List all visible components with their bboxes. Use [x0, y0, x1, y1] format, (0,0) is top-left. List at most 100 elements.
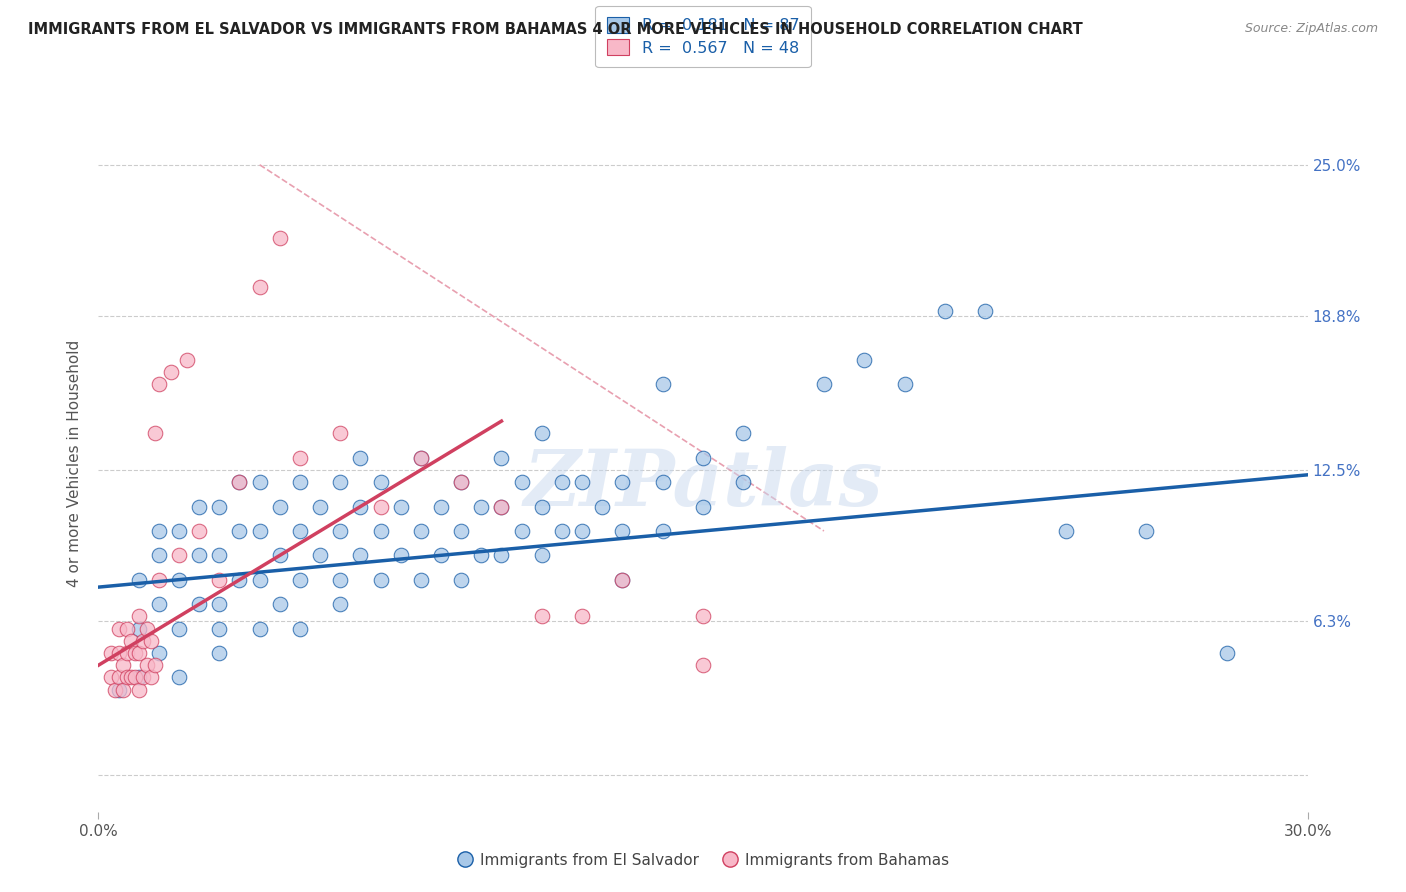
Point — [208, 573, 231, 587]
Point — [651, 475, 673, 490]
Point — [409, 524, 432, 538]
Point — [132, 633, 155, 648]
Point — [409, 573, 432, 587]
Point — [269, 500, 291, 514]
Point — [853, 353, 876, 368]
Point — [450, 475, 472, 490]
Point — [128, 622, 150, 636]
Point — [148, 646, 170, 660]
Point — [135, 622, 157, 636]
Point — [409, 450, 432, 465]
Point — [135, 658, 157, 673]
Point — [269, 597, 291, 611]
Point — [1135, 524, 1157, 538]
Point — [103, 682, 125, 697]
Point — [349, 549, 371, 563]
Point — [208, 622, 231, 636]
Point — [692, 450, 714, 465]
Point — [1216, 646, 1239, 660]
Point — [733, 426, 755, 441]
Point — [249, 573, 271, 587]
Point — [269, 231, 291, 245]
Point — [188, 500, 211, 514]
Point — [143, 658, 166, 673]
Point — [612, 524, 634, 538]
Point — [139, 670, 162, 684]
Point — [309, 549, 332, 563]
Point — [208, 597, 231, 611]
Point — [349, 500, 371, 514]
Point — [148, 377, 170, 392]
Point — [288, 524, 311, 538]
Point — [450, 524, 472, 538]
Point — [329, 597, 352, 611]
Point — [571, 475, 593, 490]
Point — [160, 365, 183, 379]
Point — [370, 500, 392, 514]
Point — [530, 549, 553, 563]
Point — [510, 524, 533, 538]
Point — [329, 475, 352, 490]
Point — [120, 633, 142, 648]
Point — [349, 450, 371, 465]
Point — [107, 622, 129, 636]
Point — [124, 670, 146, 684]
Point — [329, 524, 352, 538]
Point — [551, 475, 574, 490]
Point — [612, 573, 634, 587]
Point — [107, 670, 129, 684]
Point — [228, 573, 250, 587]
Point — [651, 377, 673, 392]
Point — [491, 500, 513, 514]
Point — [148, 549, 170, 563]
Legend: Immigrants from El Salvador, Immigrants from Bahamas: Immigrants from El Salvador, Immigrants … — [451, 847, 955, 873]
Point — [167, 524, 190, 538]
Point — [288, 622, 311, 636]
Point — [491, 500, 513, 514]
Point — [470, 500, 492, 514]
Point — [430, 500, 453, 514]
Point — [249, 524, 271, 538]
Point — [167, 573, 190, 587]
Point — [115, 622, 138, 636]
Point — [100, 646, 122, 660]
Point — [249, 475, 271, 490]
Y-axis label: 4 or more Vehicles in Household: 4 or more Vehicles in Household — [67, 340, 83, 588]
Point — [491, 549, 513, 563]
Point — [148, 573, 170, 587]
Point — [591, 500, 613, 514]
Point — [115, 646, 138, 660]
Point — [612, 573, 634, 587]
Point — [228, 475, 250, 490]
Point — [167, 622, 190, 636]
Point — [430, 549, 453, 563]
Point — [389, 500, 412, 514]
Point — [288, 475, 311, 490]
Point — [128, 609, 150, 624]
Text: Source: ZipAtlas.com: Source: ZipAtlas.com — [1244, 22, 1378, 36]
Point — [692, 500, 714, 514]
Point — [530, 426, 553, 441]
Point — [167, 670, 190, 684]
Point — [571, 524, 593, 538]
Point — [120, 670, 142, 684]
Point — [370, 573, 392, 587]
Point — [111, 682, 134, 697]
Point — [148, 597, 170, 611]
Point — [139, 633, 162, 648]
Point — [692, 609, 714, 624]
Point — [208, 646, 231, 660]
Point — [733, 475, 755, 490]
Point — [228, 475, 250, 490]
Point — [612, 475, 634, 490]
Point — [389, 549, 412, 563]
Point — [288, 450, 311, 465]
Point — [530, 500, 553, 514]
Point — [143, 426, 166, 441]
Point — [551, 524, 574, 538]
Point — [1054, 524, 1077, 538]
Point — [148, 524, 170, 538]
Point — [651, 524, 673, 538]
Point — [115, 670, 138, 684]
Point — [813, 377, 835, 392]
